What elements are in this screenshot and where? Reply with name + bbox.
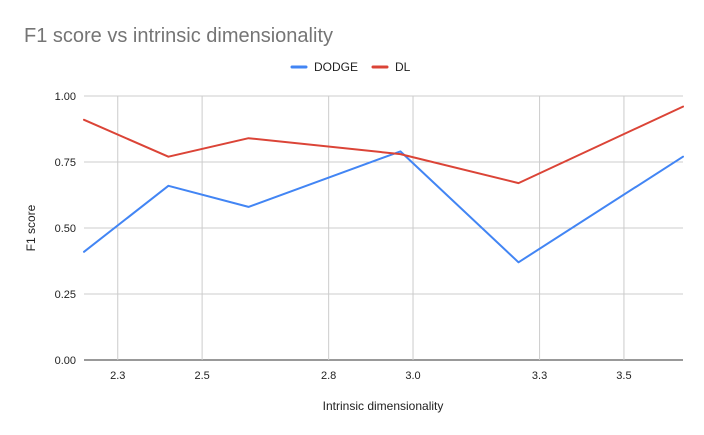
series-line-dodge [83,150,684,264]
y-axis-ticks: 0.00 0.25 0.50 0.75 1.00 [55,91,76,367]
legend-label-dl: DL [395,60,411,74]
legend-label-dodge: DODGE [314,60,358,74]
y-tick-label: 0.75 [55,157,76,169]
y-tick-label: 0.25 [55,289,76,301]
y-axis-label: F1 score [24,204,38,251]
x-tick-label: 3.3 [532,370,547,382]
x-axis-ticks: 2.3 2.5 2.8 3.0 3.3 3.5 [110,370,631,382]
x-tick-label: 3.0 [405,370,420,382]
x-gridlines [117,96,625,360]
chart-title: F1 score vs intrinsic dimensionality [24,25,333,47]
series-lines [83,105,684,264]
x-tick-label: 2.8 [321,370,336,382]
series-line-dl [83,105,684,185]
x-axis-label: Intrinsic dimensionality [323,399,444,413]
y-tick-label: 1.00 [55,91,76,103]
y-tick-label: 0.50 [55,223,76,235]
y-tick-label: 0.00 [55,355,76,367]
x-tick-label: 2.5 [194,370,209,382]
x-tick-label: 2.3 [110,370,125,382]
legend: DODGE DL [290,60,411,74]
y-gridlines [84,95,683,361]
x-tick-label: 3.5 [616,370,631,382]
